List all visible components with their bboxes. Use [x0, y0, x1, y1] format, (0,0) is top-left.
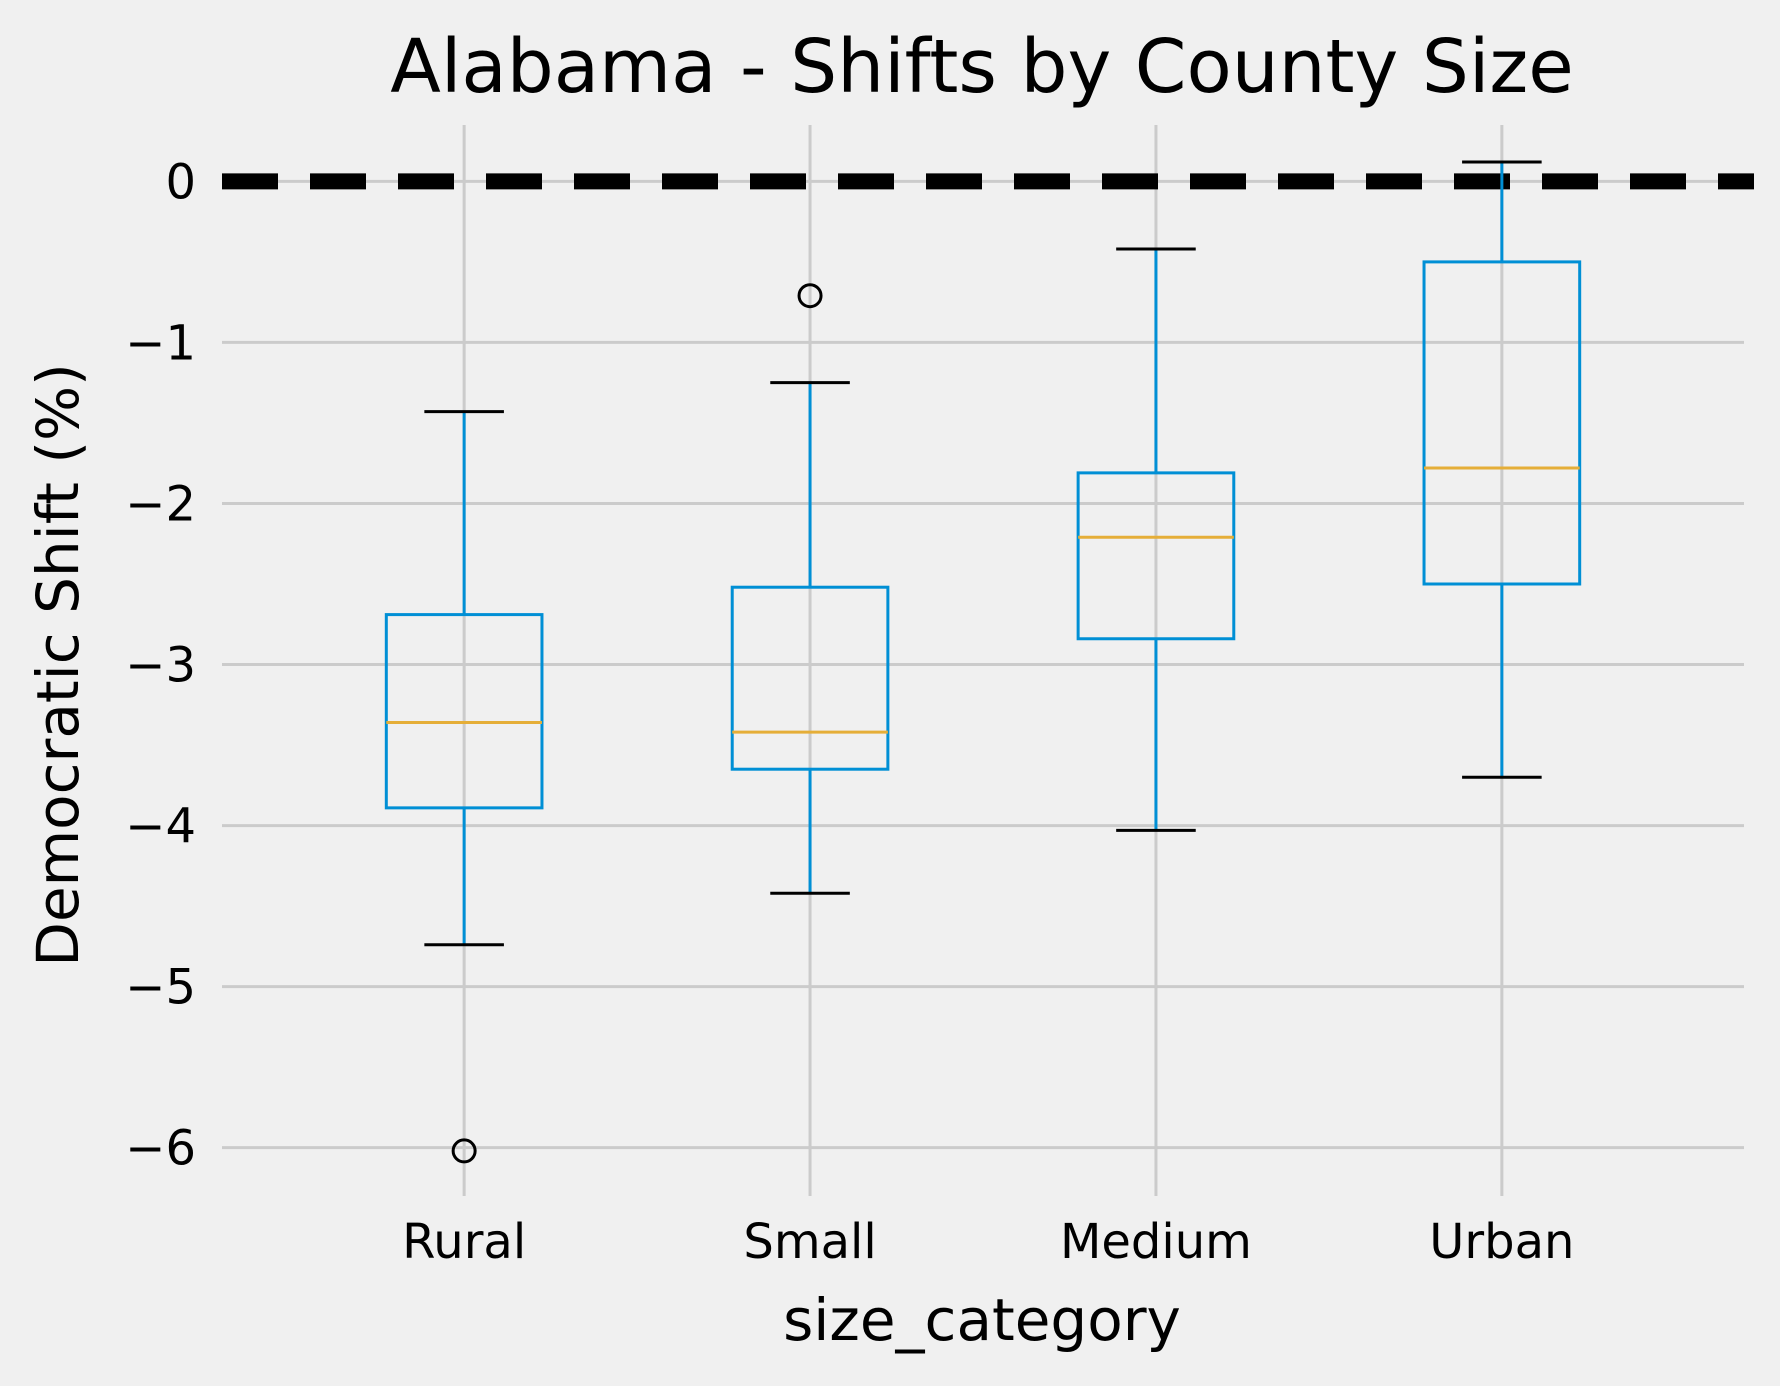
- iqr-box: [1422, 260, 1582, 586]
- y-tick-label: −5: [125, 960, 196, 1016]
- iqr-box: [384, 613, 544, 810]
- x-tick-label: Urban: [1429, 1214, 1574, 1270]
- y-tick-label: −6: [125, 1121, 196, 1177]
- x-axis-label: size_category: [783, 1286, 1181, 1354]
- y-tick-label: −4: [125, 799, 196, 855]
- box-urban: [1422, 160, 1582, 779]
- y-tick-label: −3: [125, 638, 196, 694]
- tick-labels-group: 0 −1 −2 −3 −4 −5 −6 Rural Small Medium Urban: [125, 154, 1574, 1270]
- x-tick-label: Medium: [1060, 1214, 1252, 1270]
- x-tick-label: Small: [743, 1214, 876, 1270]
- box-medium: [1076, 247, 1236, 832]
- chart-title: Alabama - Shifts by County Size: [390, 24, 1574, 110]
- y-axis-label: Democratic Shift (%): [24, 363, 92, 966]
- iqr-box: [730, 585, 890, 771]
- y-tick-label: −2: [125, 476, 196, 532]
- box-rural: [384, 410, 544, 1164]
- box-small: [730, 283, 890, 895]
- boxes-group: [384, 160, 1582, 1164]
- x-tick-label: Rural: [402, 1214, 526, 1270]
- outlier-point: [797, 283, 823, 309]
- y-tick-label: −1: [125, 315, 196, 371]
- outlier-point: [451, 1138, 477, 1164]
- y-tick-label: 0: [165, 154, 196, 210]
- iqr-box: [1076, 471, 1236, 641]
